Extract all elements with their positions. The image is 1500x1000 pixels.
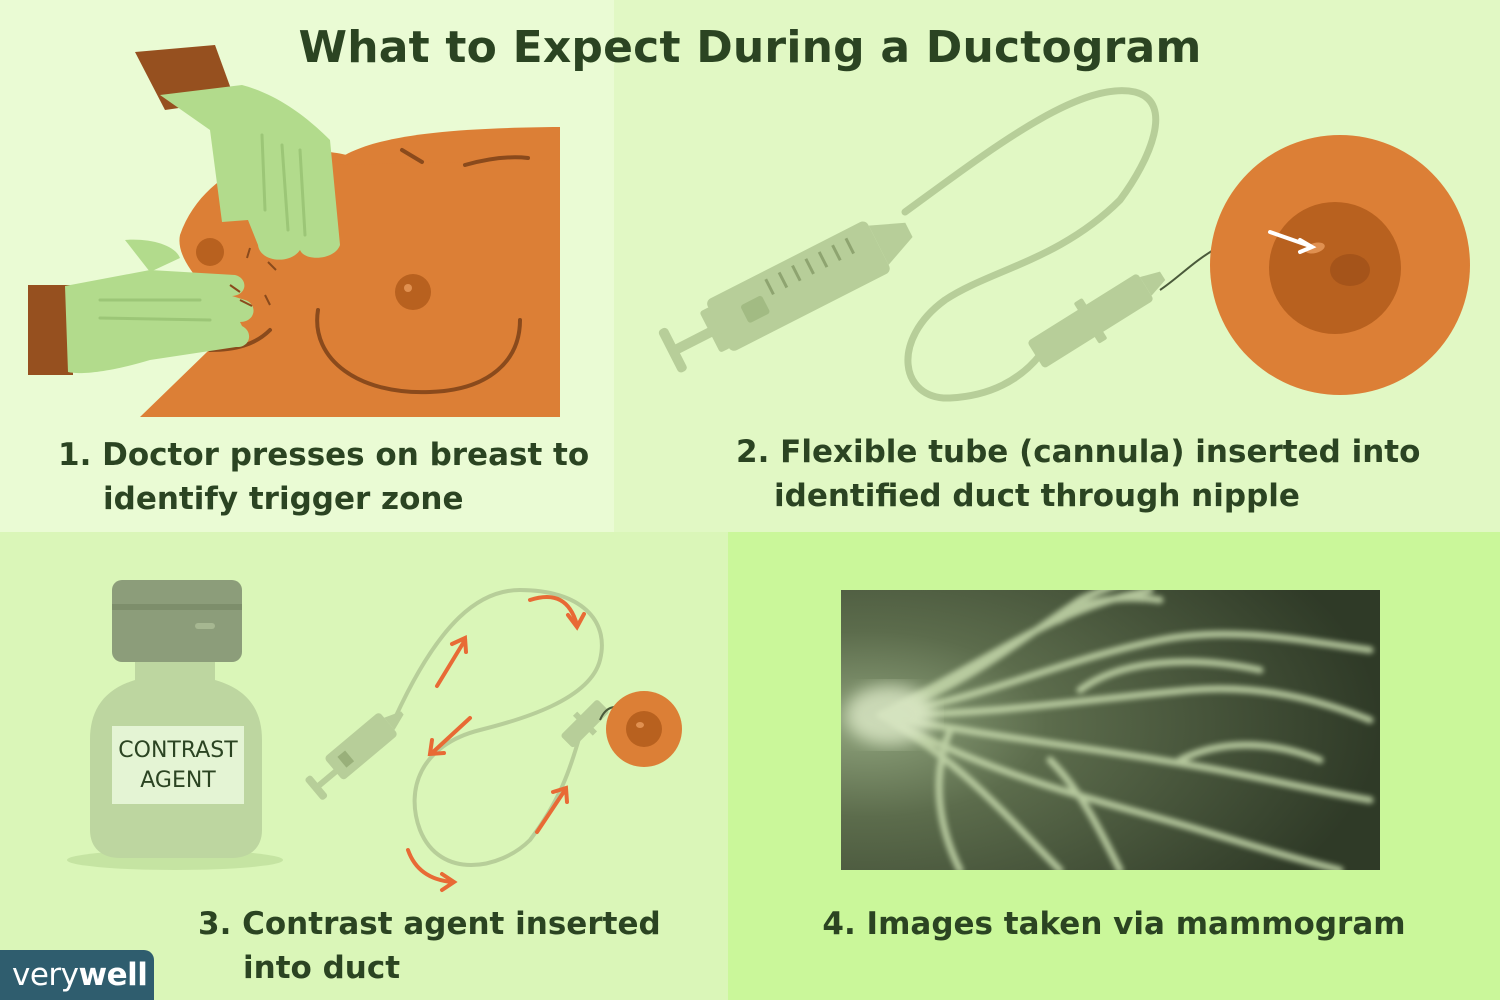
contrast-injection-illustration [67,580,682,892]
step-2-line-1: 2. Flexible tube (cannula) inserted into [736,434,1421,470]
cannula-illustration [658,87,1470,402]
page-title: What to Expect During a Ductogram [298,22,1202,73]
syringe-icon [658,221,913,373]
step-4-caption: 4. Images taken via mammogram [728,902,1500,946]
step-4-line-1: 4. Images taken via mammogram [822,906,1406,942]
step-1-line-1: 1. Doctor presses on breast to [58,437,590,473]
step-1-caption: 1. Doctor presses on breast to identify … [58,433,598,521]
logo-part-2: well [78,957,148,993]
flow-arrows [406,595,586,892]
logo-part-1: very [12,957,79,993]
step-2-caption: 2. Flexible tube (cannula) inserted into… [736,430,1436,518]
glove-hand-icon [65,270,254,374]
vial-label-line-2: AGENT [140,768,216,793]
step-1-line-2: identify trigger zone [103,481,464,517]
vial-label: CONTRAST AGENT [112,726,244,804]
step-3-line-2: into duct [243,950,401,986]
step-3-caption: 3. Contrast agent inserted into duct [198,902,718,990]
mammogram-image [841,590,1380,870]
vial-label-line-1: CONTRAST [118,738,238,763]
step-3-line-1: 3. Contrast agent inserted [198,906,661,942]
step-2-line-2: identified duct through nipple [774,478,1300,514]
verywell-logo[interactable]: verywell [0,950,154,1000]
breast-exam-illustration [28,45,560,417]
